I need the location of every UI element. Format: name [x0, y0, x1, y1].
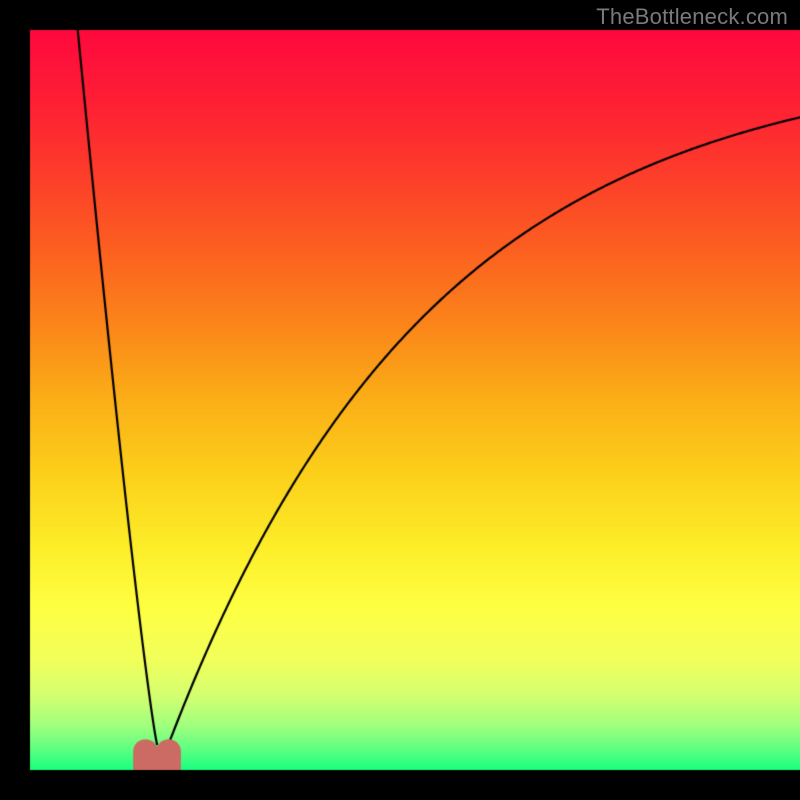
bottleneck-curve-plot — [0, 0, 800, 800]
watermark-text: TheBottleneck.com — [596, 4, 788, 30]
chart-container: TheBottleneck.com — [0, 0, 800, 800]
